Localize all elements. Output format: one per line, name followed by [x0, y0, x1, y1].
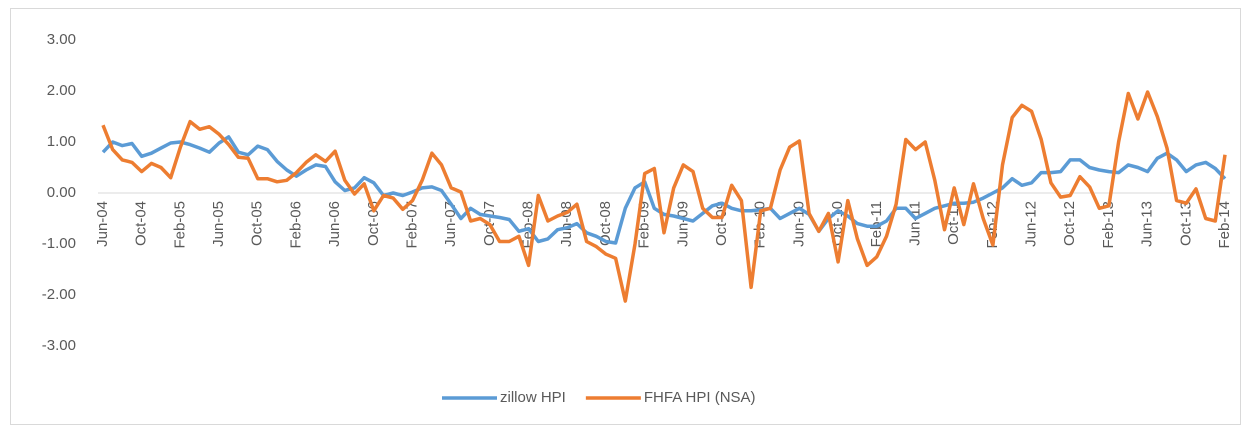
- x-tick-label: Oct-12: [1061, 201, 1078, 246]
- x-tick-label: Feb-06: [287, 201, 304, 249]
- x-tick-label: Jun-04: [94, 201, 111, 247]
- legend-label: FHFA HPI (NSA): [644, 389, 756, 406]
- x-tick-label: Feb-05: [171, 201, 188, 249]
- x-tick-label: Oct-06: [365, 201, 382, 246]
- y-tick-label: -2.00: [42, 286, 76, 303]
- x-tick-label: Jun-09: [674, 201, 691, 247]
- y-tick-label: 2.00: [47, 82, 76, 99]
- y-tick-label: -1.00: [42, 235, 76, 252]
- x-tick-label: Oct-08: [597, 201, 614, 246]
- y-tick-label: -3.00: [42, 337, 76, 354]
- x-tick-label: Jun-13: [1139, 201, 1156, 247]
- chart-border: [10, 8, 1241, 425]
- x-tick-label: Feb-07: [403, 201, 420, 249]
- series-line: [101, 135, 1227, 245]
- x-tick-label: Jun-07: [442, 201, 459, 247]
- series-line: [101, 90, 1227, 303]
- x-tick-label: Feb-14: [1216, 201, 1233, 249]
- x-tick-label: Feb-11: [868, 201, 885, 247]
- x-tick-label: Oct-05: [249, 201, 266, 246]
- x-tick-label: Oct-09: [713, 201, 730, 246]
- x-tick-label: Jun-05: [210, 201, 227, 247]
- x-tick-label: Oct-13: [1177, 201, 1194, 246]
- y-tick-label: 3.00: [47, 31, 76, 48]
- x-tick-label: Feb-13: [1100, 201, 1117, 249]
- y-tick-label: 1.00: [47, 133, 76, 150]
- legend-label: zillow HPI: [500, 389, 566, 406]
- y-tick-label: 0.00: [47, 184, 76, 201]
- x-tick-label: Jun-12: [1023, 201, 1040, 247]
- x-tick-label: Jun-06: [326, 201, 343, 247]
- x-tick-label: Oct-04: [133, 201, 150, 246]
- x-tick-label: Jun-11: [906, 201, 923, 246]
